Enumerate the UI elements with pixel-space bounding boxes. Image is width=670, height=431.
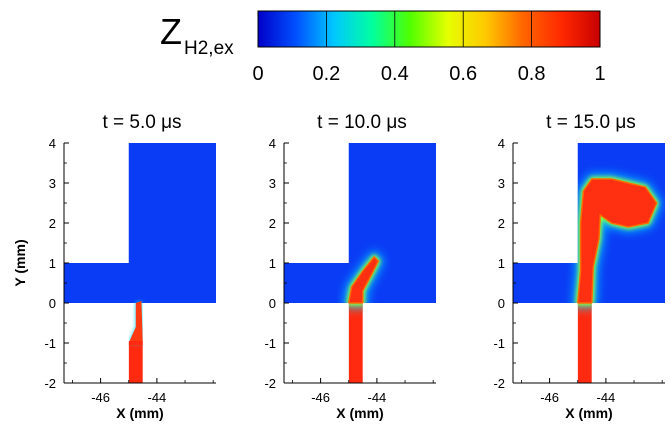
x-tick-label: -46 (91, 390, 110, 405)
colorbar-gradient (257, 10, 601, 48)
x-tick-label: -46 (311, 390, 330, 405)
x-axis-label: X (mm) (336, 405, 383, 421)
x-axis-label: X (mm) (565, 405, 612, 421)
colorbar-tick-label: 0.8 (518, 63, 546, 85)
panel-title: t = 15.0 μs (546, 112, 636, 133)
panel-title: t = 5.0 μs (102, 112, 181, 133)
y-tick-label: 0 (49, 296, 56, 311)
mixing-field (572, 174, 662, 383)
y-tick-label: 1 (269, 256, 276, 271)
y-tick-label: 4 (498, 136, 505, 151)
colorbar-tick-label: 0.6 (449, 63, 477, 85)
panel-3: -2 -1 0 1 2 3 4 -46 -44 t = 15.0 μs X (mm) (493, 112, 665, 421)
fuel-plume (576, 178, 658, 304)
fuel-jet (348, 303, 363, 383)
colorbar-tick-label: 1 (594, 63, 605, 85)
y-tick-label: 3 (49, 176, 56, 191)
y-tick-label: -2 (44, 376, 56, 391)
colorbar: Z H2,ex 0 0.2 0.4 0.6 0.8 1 (160, 10, 606, 85)
y-tick-label: 4 (49, 136, 56, 151)
colorbar-tick-label: 0 (252, 63, 263, 85)
x-tick-label: -44 (596, 390, 615, 405)
colorbar-label-sub: H2,ex (184, 38, 234, 59)
y-tick-label: -1 (493, 336, 505, 351)
x-axis-label: X (mm) (116, 405, 163, 421)
y-tick-label: -2 (264, 376, 276, 391)
panel-1: -2 -1 0 1 2 3 4 -46 -44 t = 5.0 μs X (mm) Y (mm) (12, 112, 216, 421)
y-tick-label: 0 (269, 296, 276, 311)
fuel-jet (128, 343, 143, 383)
y-tick-label: 1 (49, 256, 56, 271)
fuel-plume (347, 255, 380, 304)
y-tick-label: 3 (269, 176, 276, 191)
domain-region (128, 143, 216, 263)
y-tick-label: 2 (49, 216, 56, 231)
domain-region (348, 143, 436, 263)
panel-2: -2 -1 0 1 2 3 4 -46 -44 t = 10.0 μs X (mm) (264, 112, 436, 421)
colorbar-tick-label: 0.4 (381, 63, 409, 85)
fuel-front (128, 341, 143, 345)
y-axis-label: Y (mm) (12, 239, 28, 286)
y-tick-label: 3 (498, 176, 505, 191)
y-tick-label: 0 (498, 296, 505, 311)
y-tick-label: 2 (269, 216, 276, 231)
domain-region (64, 263, 216, 303)
y-tick-label: -1 (44, 336, 56, 351)
colorbar-ticks: 0 0.2 0.4 0.6 0.8 1 (252, 11, 606, 85)
y-tick-label: 1 (498, 256, 505, 271)
colorbar-tick-label: 0.2 (312, 63, 340, 85)
colorbar-label-main: Z (160, 11, 182, 52)
x-tick-label: -44 (147, 390, 166, 405)
y-tick-label: -1 (264, 336, 276, 351)
y-tick-label: 4 (269, 136, 276, 151)
y-tick-label: -2 (493, 376, 505, 391)
y-tick-label: 2 (498, 216, 505, 231)
mixing-field (128, 301, 143, 383)
mixing-field (343, 250, 384, 383)
fuel-jet (577, 303, 592, 383)
x-tick-label: -46 (540, 390, 559, 405)
x-tick-label: -44 (367, 390, 386, 405)
fuel-plume (128, 301, 143, 343)
panel-title: t = 10.0 μs (317, 112, 407, 133)
